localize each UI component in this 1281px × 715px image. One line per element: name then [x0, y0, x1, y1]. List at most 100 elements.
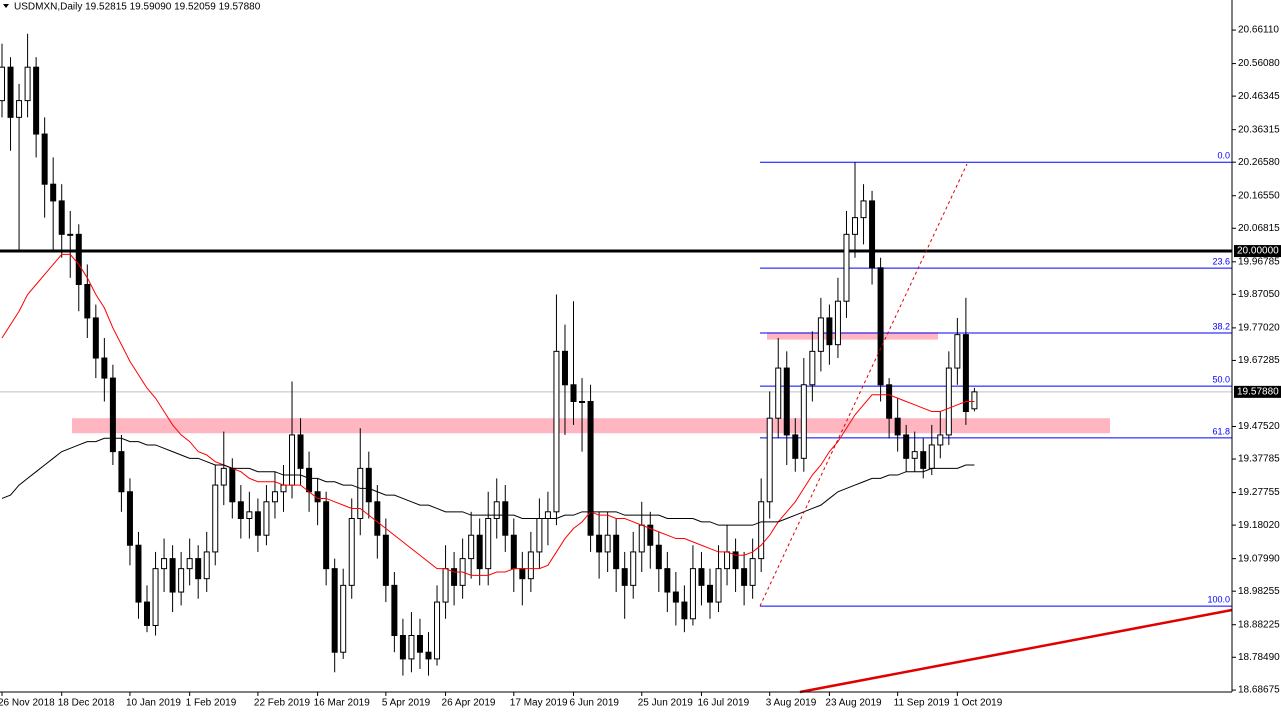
candle-body [724, 551, 731, 570]
plot [0, 33, 978, 676]
candle-body [58, 200, 65, 235]
candle-body [92, 317, 99, 359]
candle-body [783, 367, 790, 436]
candle-body [971, 391, 978, 410]
candle-body [655, 544, 662, 570]
candle-body [766, 417, 773, 503]
candle-body [493, 501, 500, 519]
y-tick-label: 19.18020 [1238, 520, 1280, 531]
candle-body [297, 434, 304, 469]
candle-body [67, 233, 74, 236]
candle-body [118, 451, 125, 493]
y-tick-label: 19.37785 [1238, 454, 1280, 465]
candle-body [826, 317, 833, 346]
x-tick-label: 18 Dec 2018 [58, 698, 115, 709]
fib-label: 38.2 [1212, 321, 1230, 331]
candle-body [886, 384, 893, 419]
candle-body [749, 558, 756, 586]
candle-body [587, 400, 594, 536]
candle-body [715, 568, 722, 603]
candle-body [860, 200, 867, 219]
candle-body [75, 233, 82, 285]
candle-body [382, 534, 389, 586]
moving-average [1, 437, 975, 526]
candle-body [254, 511, 261, 536]
y-tick-label: 20.66110 [1238, 25, 1279, 36]
y-tick-label: 19.27755 [1238, 487, 1280, 498]
candle-body [596, 534, 603, 553]
candle-body [647, 524, 654, 546]
candle-body [195, 558, 202, 580]
price-box [1234, 245, 1281, 258]
candle-body [630, 551, 637, 586]
candle-body [809, 350, 816, 386]
x-tick-label: 26 Nov 2018 [0, 698, 55, 709]
candle-body [502, 501, 509, 536]
x-tick-label: 10 Jan 2019 [126, 698, 181, 709]
candle-body [775, 367, 782, 419]
y-tick-label: 19.87050 [1238, 289, 1280, 300]
candle-body [391, 584, 398, 637]
y-tick-label: 18.88225 [1238, 619, 1280, 630]
y-tick-label: 19.47520 [1238, 421, 1280, 432]
candle-body [246, 511, 253, 519]
candle-body [186, 558, 193, 570]
candle-body [579, 400, 586, 403]
candle-body [544, 511, 551, 519]
candle-body [178, 568, 185, 593]
candle-body [109, 377, 116, 453]
chart-title: USDMXN,Daily 19.52815 19.59090 19.52059 … [14, 2, 261, 13]
candle-body [741, 568, 748, 586]
candle-body [434, 601, 441, 660]
candle-body [638, 524, 645, 553]
y-tick-label: 18.78490 [1238, 652, 1280, 663]
candle-body [0, 66, 5, 102]
candle-body [24, 66, 31, 102]
y-tick-label: 19.67285 [1238, 355, 1280, 366]
candle-body [706, 584, 713, 603]
x-tick-label: 22 Feb 2019 [254, 698, 311, 709]
y-tick-label: 18.98255 [1238, 586, 1280, 597]
candle-body [331, 568, 338, 653]
candle-body [561, 350, 568, 386]
candle-body [681, 601, 688, 620]
candle-body [792, 434, 799, 459]
candle-body [84, 283, 91, 319]
x-tick-label: 23 Aug 2019 [825, 698, 882, 709]
candle-body [672, 591, 679, 603]
fib-label: 61.8 [1212, 426, 1230, 436]
candle-body [613, 534, 620, 570]
candle-body [16, 100, 23, 118]
candle-body [41, 133, 48, 185]
candle-body [954, 334, 961, 369]
candle-body [203, 551, 210, 580]
y-tick-label: 19.77020 [1238, 323, 1280, 334]
price-box-label: 19.57880 [1237, 387, 1279, 398]
x-tick-label: 5 Apr 2019 [382, 698, 431, 709]
menu-arrow[interactable] [3, 4, 9, 8]
candle-body [928, 444, 935, 469]
candle-body [800, 384, 807, 459]
fib-label: 100.0 [1207, 594, 1230, 604]
candle-body [289, 434, 296, 486]
candle-body [570, 384, 577, 402]
candle-body [451, 568, 458, 586]
candle-body [212, 484, 219, 553]
candle-body [365, 467, 372, 503]
candle-body [271, 491, 278, 503]
candle-body [510, 534, 517, 570]
candle-body [280, 484, 287, 493]
candle-body [169, 558, 176, 593]
y-tick-label: 18.68675 [1238, 685, 1280, 696]
candle-body [101, 357, 108, 379]
candle-body [962, 334, 969, 413]
candle-body [689, 568, 696, 620]
candle-body [323, 501, 330, 570]
candle-body [877, 267, 884, 386]
candle-body [817, 317, 824, 352]
price-box [1234, 385, 1281, 398]
candle-body [126, 491, 133, 546]
candle-body [536, 517, 543, 553]
candle-body [33, 66, 40, 135]
candle-body [442, 568, 449, 603]
